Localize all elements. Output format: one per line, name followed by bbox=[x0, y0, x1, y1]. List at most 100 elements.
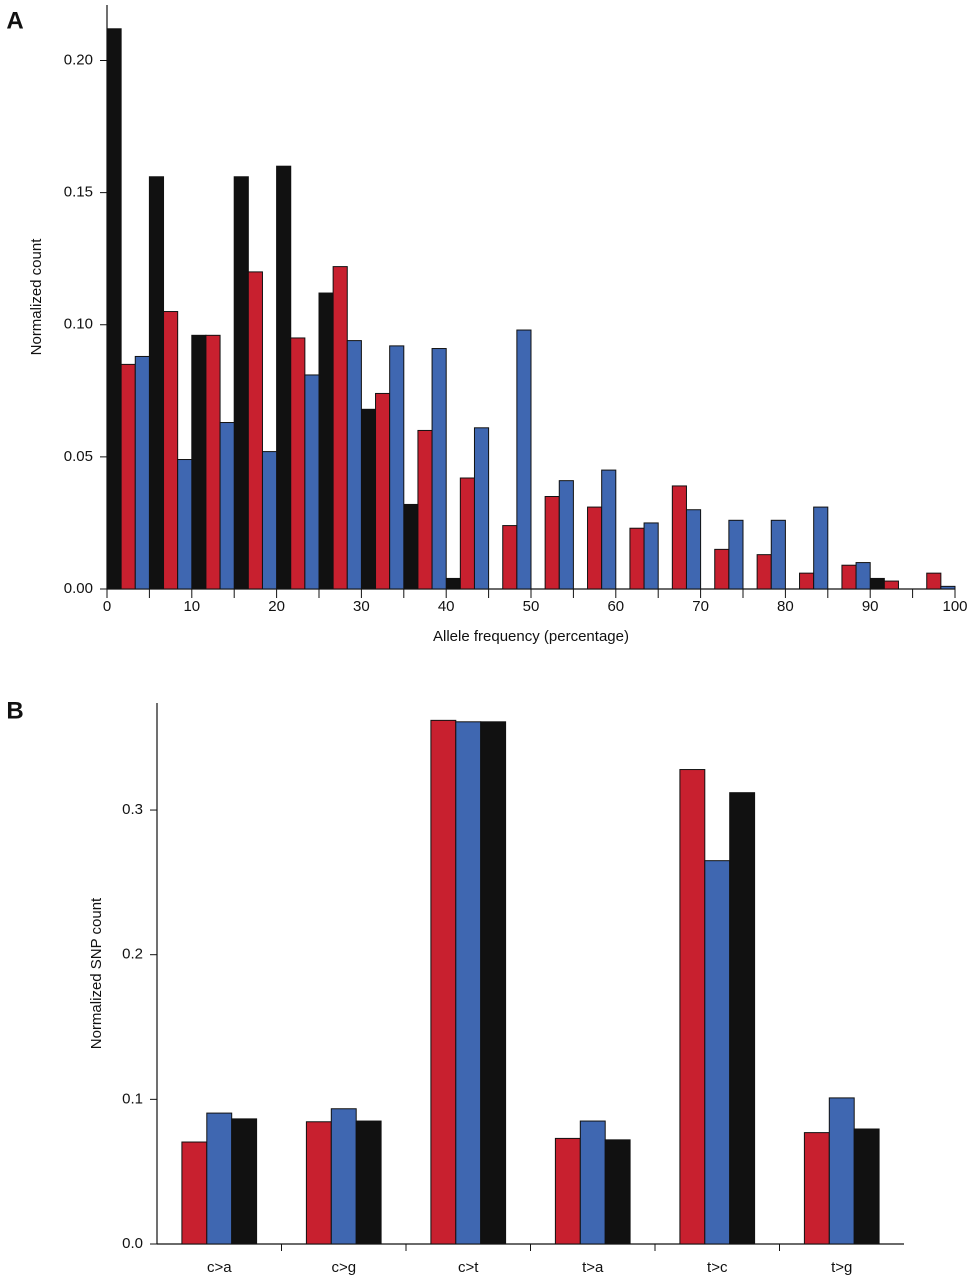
x-axis-title: Allele frequency (percentage) bbox=[433, 628, 629, 645]
bar bbox=[756, 554, 772, 590]
bar bbox=[459, 477, 475, 590]
panel-label: B bbox=[6, 697, 23, 724]
panel-label: A bbox=[6, 7, 23, 34]
bar bbox=[940, 585, 956, 590]
bar bbox=[417, 429, 433, 590]
bar bbox=[704, 860, 731, 1245]
x-tick-label: 0 bbox=[103, 598, 111, 615]
bar bbox=[177, 459, 193, 590]
bar bbox=[148, 176, 165, 590]
bar bbox=[679, 769, 706, 1245]
bar bbox=[643, 522, 659, 590]
bar bbox=[813, 506, 829, 590]
bar bbox=[304, 374, 320, 590]
bar bbox=[516, 329, 532, 590]
bar bbox=[853, 1128, 880, 1245]
x-tick-label: 90 bbox=[862, 598, 879, 615]
x-tick-label: t>a bbox=[582, 1259, 604, 1276]
bar bbox=[389, 345, 405, 590]
bar bbox=[601, 469, 617, 590]
bar bbox=[403, 503, 419, 590]
bar bbox=[134, 355, 150, 590]
bar bbox=[231, 1118, 258, 1245]
y-axis-title: Normalized SNP count bbox=[88, 897, 105, 1049]
bar bbox=[191, 334, 207, 590]
bar bbox=[685, 509, 702, 590]
bar bbox=[276, 165, 292, 590]
bar bbox=[445, 577, 461, 590]
x-tick-label: t>g bbox=[831, 1259, 852, 1276]
bar bbox=[206, 1112, 233, 1245]
bar bbox=[431, 348, 447, 590]
y-tick-label: 0.20 bbox=[64, 51, 93, 68]
x-tick-label: 70 bbox=[692, 598, 709, 615]
bar bbox=[233, 176, 249, 590]
x-tick-label: 100 bbox=[942, 598, 967, 615]
bar bbox=[261, 451, 278, 590]
bar bbox=[728, 519, 744, 590]
bar bbox=[375, 392, 391, 590]
bar bbox=[219, 422, 235, 590]
bar bbox=[290, 337, 306, 590]
bar bbox=[799, 572, 815, 590]
x-tick-label: 20 bbox=[268, 598, 285, 615]
bar bbox=[360, 408, 377, 590]
y-tick-label: 0.2 bbox=[122, 946, 143, 963]
bar bbox=[587, 506, 603, 590]
bar bbox=[480, 721, 507, 1245]
y-tick-label: 0.0 bbox=[122, 1235, 143, 1252]
bar bbox=[841, 564, 857, 590]
y-tick-label: 0.00 bbox=[64, 580, 93, 597]
y-tick-label: 0.15 bbox=[64, 184, 93, 201]
bar bbox=[332, 266, 348, 590]
bar bbox=[106, 28, 122, 590]
bar bbox=[346, 340, 362, 590]
bar bbox=[330, 1108, 357, 1245]
bar bbox=[604, 1139, 631, 1245]
bar bbox=[855, 562, 871, 590]
bar bbox=[502, 525, 518, 590]
bar bbox=[883, 580, 899, 590]
bar bbox=[205, 334, 221, 590]
x-tick-label: c>a bbox=[207, 1259, 232, 1276]
bar bbox=[355, 1120, 382, 1245]
bar bbox=[305, 1121, 332, 1245]
bar bbox=[318, 292, 334, 590]
y-tick-label: 0.1 bbox=[122, 1090, 143, 1107]
bar bbox=[558, 480, 574, 590]
bar bbox=[544, 496, 560, 590]
bar bbox=[473, 427, 490, 590]
x-tick-label: 50 bbox=[523, 598, 540, 615]
y-tick-label: 0.10 bbox=[64, 316, 93, 333]
bar bbox=[554, 1137, 581, 1245]
bar bbox=[455, 721, 482, 1245]
bar bbox=[247, 271, 263, 590]
x-tick-label: c>t bbox=[458, 1259, 479, 1276]
bar bbox=[120, 363, 136, 590]
x-tick-label: t>c bbox=[707, 1259, 728, 1276]
bar bbox=[181, 1141, 208, 1245]
bar bbox=[629, 527, 645, 590]
bar bbox=[770, 519, 786, 590]
x-tick-label: 30 bbox=[353, 598, 370, 615]
bar bbox=[869, 577, 885, 590]
bar bbox=[803, 1132, 830, 1245]
x-tick-label: 60 bbox=[607, 598, 624, 615]
y-axis-title: Normalized count bbox=[28, 238, 45, 356]
x-tick-label: c>g bbox=[331, 1259, 356, 1276]
bar bbox=[430, 719, 457, 1245]
y-tick-label: 0.3 bbox=[122, 801, 143, 818]
x-tick-label: 40 bbox=[438, 598, 455, 615]
bar bbox=[926, 572, 942, 590]
bar bbox=[671, 485, 687, 590]
bar bbox=[828, 1097, 855, 1245]
bar bbox=[729, 792, 756, 1245]
bar bbox=[163, 311, 179, 590]
bar bbox=[714, 548, 730, 590]
x-tick-label: 10 bbox=[183, 598, 200, 615]
bar bbox=[579, 1120, 606, 1245]
x-tick-label: 80 bbox=[777, 598, 794, 615]
y-tick-label: 0.05 bbox=[64, 448, 93, 465]
